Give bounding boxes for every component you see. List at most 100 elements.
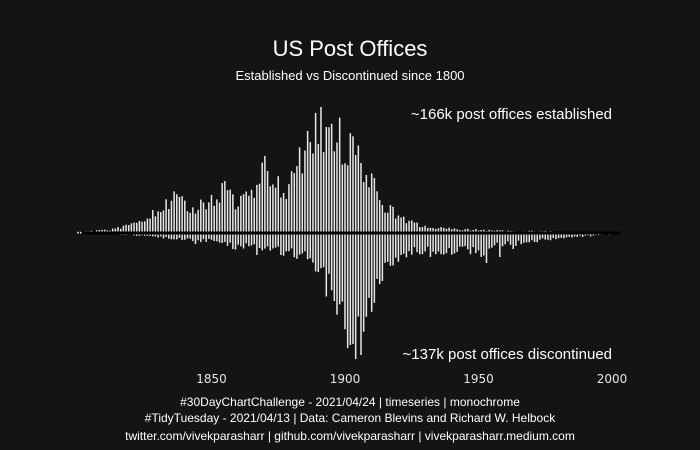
discontinued-bar [154, 233, 157, 237]
discontinued-bar [269, 233, 271, 251]
discontinued-bar [485, 233, 488, 263]
discontinued-bar [421, 233, 424, 255]
x-tick-label: 2000 [597, 372, 628, 386]
established-bar [317, 143, 320, 233]
established-bar [322, 152, 325, 233]
discontinued-bar [384, 233, 386, 263]
established-bar [488, 229, 490, 233]
discontinued-bar [152, 233, 154, 237]
discontinued-bar [218, 233, 221, 243]
established-bar [389, 205, 392, 233]
discontinued-bar [528, 233, 530, 243]
discontinued-bar [573, 233, 576, 237]
caption-line-1: #30DayChartChallenge - 2021/04/24 | time… [180, 395, 520, 409]
discontinued-bar [488, 233, 490, 249]
discontinued-bar [552, 233, 554, 238]
established-bar [144, 221, 146, 233]
established-bar [101, 229, 103, 233]
established-bar [119, 228, 122, 233]
established-bar [480, 229, 482, 233]
discontinued-bar [560, 233, 563, 238]
discontinued-bar [240, 233, 242, 247]
discontinued-bar [232, 233, 234, 249]
discontinued-bar [170, 233, 173, 240]
established-bar [192, 207, 194, 233]
discontinued-bar [539, 233, 541, 240]
established-bar [197, 209, 199, 233]
x-axis-ticks: 1850 1900 1950 2000 [196, 372, 627, 386]
established-bar [328, 127, 330, 233]
discontinued-bar [499, 233, 501, 257]
established-bar [429, 227, 432, 233]
established-bar [127, 225, 130, 233]
established-bar [402, 216, 405, 233]
established-bar [338, 117, 341, 233]
discontinued-bar [373, 233, 376, 303]
discontinued-bar [536, 233, 538, 243]
discontinued-bar [477, 233, 480, 251]
established-bar [245, 191, 247, 233]
established-bar [467, 228, 469, 233]
established-bar [250, 189, 253, 233]
discontinued-bar [432, 233, 434, 252]
established-bar [135, 222, 138, 233]
discontinued-bar [304, 233, 306, 252]
established-bar [464, 229, 466, 233]
established-bar [408, 220, 410, 233]
x-tick-label: 1900 [330, 372, 361, 386]
established-bar [381, 205, 384, 233]
discontinued-bar [205, 233, 207, 242]
discontinued-bar [213, 233, 215, 242]
established-bar [170, 200, 173, 233]
established-bar [427, 227, 429, 233]
established-bar [362, 182, 365, 233]
discontinued-bar [459, 233, 461, 247]
discontinued-bar [376, 233, 378, 279]
discontinued-bar [456, 233, 458, 252]
established-bar [304, 150, 306, 233]
discontinued-bar [285, 233, 288, 252]
established-bar [333, 151, 336, 233]
established-bar [184, 200, 186, 233]
discontinued-bar [435, 233, 437, 255]
discontinued-bar [320, 233, 322, 269]
discontinued-bar [381, 233, 384, 281]
discontinued-bar [445, 233, 448, 254]
discontinued-bar [250, 233, 253, 246]
discontinued-bar [349, 233, 352, 345]
established-bar [224, 181, 226, 233]
discontinued-bar [501, 233, 504, 247]
discontinued-bar [322, 233, 325, 268]
caption-line-3: twitter.com/vivekparasharr | github.com/… [125, 429, 575, 443]
discontinued-bar [234, 233, 237, 250]
established-bar [133, 222, 135, 233]
established-bar [419, 227, 421, 233]
discontinued-bar [394, 233, 397, 258]
established-bar [189, 212, 191, 233]
discontinued-bar [525, 233, 528, 243]
chart-subtitle: Established vs Discontinued since 1800 [235, 68, 464, 83]
x-tick-label: 1950 [463, 372, 494, 386]
established-bar [451, 229, 453, 233]
established-bar [397, 215, 400, 233]
established-bar [440, 227, 442, 233]
established-bar [178, 197, 181, 233]
discontinued-bar [443, 233, 445, 255]
discontinued-bar [507, 233, 509, 242]
discontinued-bar [200, 233, 202, 243]
discontinued-bar [336, 233, 338, 315]
established-bar [360, 163, 362, 233]
established-bar [264, 155, 266, 233]
established-bar [258, 183, 261, 233]
discontinued-bar [563, 233, 565, 239]
discontinued-bar [589, 233, 592, 237]
established-bar [165, 199, 167, 233]
discontinued-bar [389, 233, 392, 266]
established-bar [314, 113, 317, 233]
established-bar [234, 209, 237, 233]
discontinued-bar [416, 233, 418, 253]
established-bar [405, 223, 408, 233]
established-bar [138, 220, 141, 233]
discontinued-bar [221, 233, 223, 243]
established-bar [280, 197, 282, 233]
